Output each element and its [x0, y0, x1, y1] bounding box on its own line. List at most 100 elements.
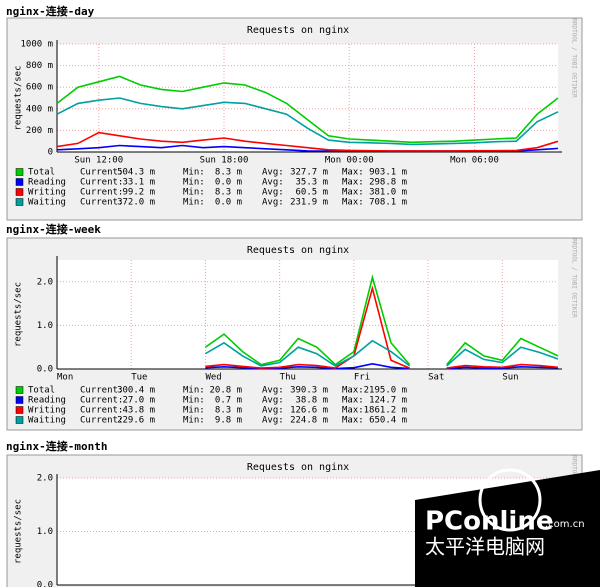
stat-label: Min:	[183, 386, 205, 396]
legend-name: Waiting	[28, 198, 66, 208]
stat-label: Avg:	[262, 168, 284, 178]
x-tick-label: Thu	[280, 373, 296, 383]
overlay-logo	[478, 468, 542, 532]
stat-label: Min:	[183, 168, 205, 178]
stat-value: 38.8 m	[295, 396, 328, 406]
series-line	[205, 285, 559, 369]
stat-label: Min:	[183, 198, 205, 208]
x-tick-label: Sun 12:00	[74, 156, 123, 166]
stat-value: 1861.2 m	[364, 406, 407, 416]
stat-value: 327.7 m	[290, 168, 328, 178]
legend-name: Total	[28, 386, 55, 396]
x-tick-label: Mon 00:00	[325, 156, 374, 166]
series-line	[204, 274, 559, 366]
y-tick-label: 2.0	[37, 474, 53, 484]
stat-label: Max:	[342, 386, 364, 396]
series-line	[56, 97, 559, 146]
legend-name: Writing	[28, 188, 66, 198]
y-tick-label: 1.0	[37, 321, 53, 331]
stat-value: 33.1 m	[122, 178, 155, 188]
legend-swatch	[15, 188, 24, 196]
y-tick-label: 0.0	[37, 365, 53, 375]
legend-swatch	[15, 386, 24, 394]
chart-header: nginx-连接-month	[6, 439, 107, 453]
stat-label: Min:	[183, 406, 205, 416]
x-tick-label: Wed	[205, 373, 221, 383]
stat-value: 0.0 m	[215, 178, 242, 188]
stat-label: Min:	[183, 178, 205, 188]
overlay-name: 太平洋电脑网	[425, 535, 545, 559]
x-tick-label: Sat	[428, 373, 444, 383]
plot-area	[57, 44, 558, 152]
stat-label: Max:	[342, 178, 364, 188]
y-tick-label: 2.0	[37, 277, 53, 287]
watermark: RRDTOOL / TOBI OETIKER	[571, 18, 578, 98]
stat-value: 231.9 m	[290, 198, 328, 208]
stat-value: 99.2 m	[122, 188, 155, 198]
stat-label: Avg:	[262, 406, 284, 416]
x-tick-label: Mon	[57, 373, 73, 383]
legend-name: Reading	[28, 396, 66, 406]
stat-value: 124.7 m	[369, 396, 407, 406]
stat-label: Max:	[342, 416, 364, 426]
stat-value: 43.8 m	[122, 406, 155, 416]
stat-value: 372.0 m	[117, 198, 155, 208]
stat-label: Avg:	[262, 386, 284, 396]
y-tick-label: 0	[48, 148, 53, 158]
y-tick-label: 1.0	[37, 527, 53, 537]
legend-name: Waiting	[28, 416, 66, 426]
y-tick-label: 1000 m	[20, 40, 53, 50]
stat-value: 381.0 m	[369, 188, 407, 198]
stat-value: 0.7 m	[215, 396, 242, 406]
stat-value: 8.3 m	[215, 168, 242, 178]
stat-label: Max:	[342, 406, 364, 416]
stat-value: 20.8 m	[209, 386, 242, 396]
stat-value: 224.8 m	[290, 416, 328, 426]
chart-header: nginx-连接-week	[6, 222, 101, 236]
legend-name: Writing	[28, 406, 66, 416]
stat-label: Current:	[80, 386, 123, 396]
y-tick-label: 0.0	[37, 581, 53, 587]
series-line	[204, 339, 559, 367]
stat-label: Avg:	[262, 396, 284, 406]
chart-title: Requests on nginx	[247, 25, 349, 36]
stat-label: Current:	[80, 178, 123, 188]
stat-value: 390.3 m	[290, 386, 328, 396]
y-tick-label: 600 m	[26, 83, 53, 93]
x-tick-label: Sun 18:00	[200, 156, 249, 166]
legend-swatch	[15, 406, 24, 414]
stat-value: 8.3 m	[215, 406, 242, 416]
stat-value: 35.3 m	[295, 178, 328, 188]
stat-label: Avg:	[262, 198, 284, 208]
y-tick-label: 200 m	[26, 126, 53, 136]
stat-value: 229.6 m	[117, 416, 155, 426]
stat-value: 504.3 m	[117, 168, 155, 178]
y-tick-label: 800 m	[26, 61, 53, 71]
stat-label: Current:	[80, 416, 123, 426]
stat-label: Max:	[342, 396, 364, 406]
chart-header: nginx-连接-day	[6, 4, 95, 18]
stat-label: Avg:	[262, 416, 284, 426]
x-tick-label: Mon 06:00	[450, 156, 499, 166]
stat-value: 27.0 m	[122, 396, 155, 406]
stat-label: Max:	[342, 188, 364, 198]
stat-value: 60.5 m	[295, 188, 328, 198]
series-line	[56, 75, 559, 144]
x-tick-label: Tue	[131, 373, 147, 383]
watermark: RRDTOOL / TOBI OETIKER	[571, 238, 578, 318]
stat-label: Min:	[183, 396, 205, 406]
y-tick-label: 400 m	[26, 104, 53, 114]
legend-swatch	[15, 168, 24, 176]
stat-value: 300.4 m	[117, 386, 155, 396]
stat-value: 2195.0 m	[364, 386, 407, 396]
stat-label: Current:	[80, 188, 123, 198]
legend-swatch	[15, 198, 24, 206]
y-axis-label: requests/sec	[14, 65, 24, 130]
legend-swatch	[15, 416, 24, 424]
overlay-brand: PConline	[425, 507, 553, 537]
stat-value: 298.8 m	[369, 178, 407, 188]
stat-label: Max:	[342, 168, 364, 178]
stat-value: 0.0 m	[215, 198, 242, 208]
stat-value: 708.1 m	[369, 198, 407, 208]
